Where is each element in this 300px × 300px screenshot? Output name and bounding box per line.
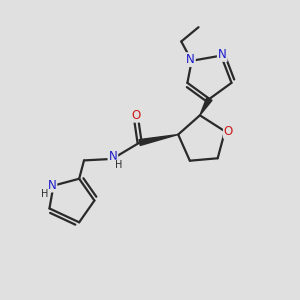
Polygon shape	[200, 98, 212, 115]
Text: H: H	[41, 189, 48, 199]
Text: H: H	[115, 160, 122, 170]
Text: O: O	[224, 125, 233, 138]
Text: N: N	[109, 150, 117, 163]
Text: N: N	[186, 53, 195, 66]
Polygon shape	[139, 134, 178, 146]
Text: O: O	[131, 109, 141, 122]
Text: N: N	[48, 178, 56, 191]
Text: N: N	[218, 48, 226, 61]
